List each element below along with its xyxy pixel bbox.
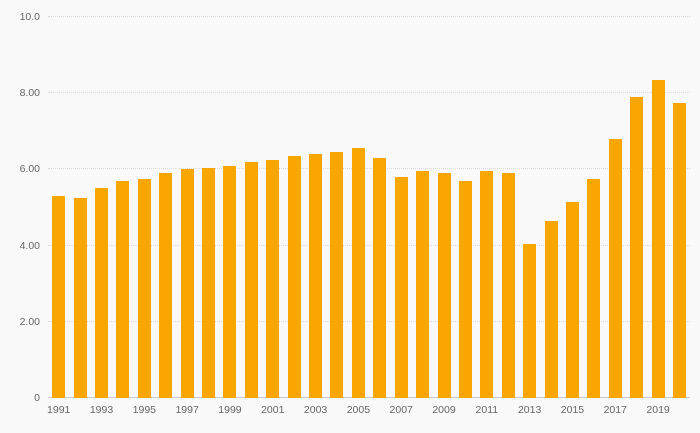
plot-area: 0 2.00 4.00 6.00 8.00 10.0 1991 1993 1995 1997 199…: [20, 12, 690, 415]
bar-1993[interactable]: [95, 188, 109, 398]
bar-2005[interactable]: [351, 148, 365, 398]
x-axis-tick-label: 2015: [560, 404, 585, 416]
x-axis-tick-label: 2007: [389, 404, 413, 416]
bar-slot-2008: [412, 17, 433, 398]
x-axis-tick-label: 1999: [218, 404, 242, 416]
x-axis-tick-label: 1993: [89, 404, 114, 416]
y-axis-tick-label: 10.0: [19, 10, 40, 23]
bar-slot-2005: 2005: [347, 17, 370, 415]
x-axis-tick-label: 1991: [47, 404, 71, 416]
bar-slot-2019: 2019: [646, 17, 670, 415]
bar-slot-1998: [198, 17, 219, 398]
bar-slot-2002: [283, 17, 304, 398]
bar-2004[interactable]: [330, 152, 344, 398]
x-axis-tick-label: 2009: [432, 404, 456, 416]
bar-slot-2014: [540, 17, 561, 398]
bar-1999[interactable]: [223, 165, 237, 398]
bar-slot-2015: 2015: [561, 17, 584, 415]
y-axis-tick-label: 4.00: [19, 239, 40, 252]
bar-1997[interactable]: [180, 169, 194, 398]
bar-slot-1992: [69, 17, 90, 398]
bar-slot-2000: [241, 17, 262, 398]
bar-slot-2010: [455, 17, 476, 398]
bar-2000[interactable]: [244, 161, 258, 398]
bar-2015[interactable]: [565, 201, 579, 398]
gridline-6.00: 6.00: [20, 164, 690, 174]
bar-slot-2017: 2017: [604, 17, 627, 415]
bar-1996[interactable]: [159, 173, 173, 398]
bar-slot-2003: 2003: [304, 17, 327, 415]
bar-2014[interactable]: [544, 220, 558, 398]
bar-1991[interactable]: [52, 196, 66, 398]
gridline-0: 0: [34, 393, 690, 403]
bar-2009[interactable]: [437, 173, 451, 398]
bar-slot-2009: 2009: [432, 17, 456, 415]
gridline-8.00: 8.00: [20, 88, 690, 98]
bar-slot-2020: [669, 17, 690, 398]
bar-1998[interactable]: [202, 167, 216, 398]
bar-slot-1996: [155, 17, 176, 398]
bar-2016[interactable]: [587, 178, 601, 398]
x-axis-tick-label: 2019: [646, 404, 670, 416]
bar-2012[interactable]: [501, 173, 515, 398]
bar-2019[interactable]: [651, 79, 665, 398]
bar-slot-2011: 2011: [476, 17, 498, 415]
bar-2013[interactable]: [523, 243, 537, 398]
bar-2017[interactable]: [608, 138, 622, 398]
gridline-2.00: 2.00: [20, 317, 690, 327]
bar-2010[interactable]: [458, 180, 472, 398]
bar-slot-1993: 1993: [90, 17, 113, 415]
bar-slot-2018: [626, 17, 647, 398]
x-axis-tick-label: 2005: [346, 404, 371, 416]
bar-slot-2007: 2007: [390, 17, 413, 415]
bar-2020[interactable]: [672, 102, 686, 398]
x-axis-tick-label: 1997: [175, 404, 199, 416]
bar-slot-2016: [583, 17, 604, 398]
bar-1992[interactable]: [73, 197, 87, 398]
bar-slot-1995: 1995: [133, 17, 156, 415]
bar-2018[interactable]: [630, 97, 644, 398]
bar-2006[interactable]: [373, 157, 387, 398]
bar-2007[interactable]: [394, 177, 408, 398]
bar-2011[interactable]: [480, 171, 494, 398]
x-axis-tick-label: 2013: [517, 404, 542, 416]
bar-slot-1994: [112, 17, 133, 398]
bar-slot-1999: 1999: [218, 17, 242, 415]
y-axis-tick-label: 6.00: [19, 163, 40, 176]
bars-container: 1991 1993 1995 1997 1999 2001 2003 2005 2007 2009…: [47, 17, 690, 415]
y-axis-tick-label: 0: [34, 391, 40, 404]
x-axis-tick-label: 2003: [303, 404, 328, 416]
x-axis-tick-label: 2017: [603, 404, 627, 416]
bar-slot-1997: 1997: [175, 17, 199, 415]
bar-2002[interactable]: [287, 156, 301, 398]
bar-slot-2006: [369, 17, 390, 398]
bar-2001[interactable]: [266, 159, 280, 398]
x-axis-tick-label: 2001: [261, 404, 285, 416]
bar-slot-2004: [326, 17, 347, 398]
x-axis-tick-label: 1995: [132, 404, 157, 416]
bar-2003[interactable]: [309, 154, 323, 398]
bar-1994[interactable]: [116, 180, 130, 398]
y-axis-tick-label: 8.00: [19, 86, 40, 99]
gridline-10.0: 10.0: [20, 12, 690, 22]
y-axis-tick-label: 2.00: [19, 315, 40, 328]
x-axis-tick-label: 2011: [475, 404, 499, 416]
bar-slot-2001: 2001: [261, 17, 284, 415]
bar-slot-2013: 2013: [518, 17, 541, 415]
bar-1995[interactable]: [137, 178, 151, 398]
gridline-4.00: 4.00: [20, 240, 690, 250]
bar-slot-2012: [498, 17, 519, 398]
bar-slot-1991: 1991: [47, 17, 70, 415]
bar-2008[interactable]: [416, 171, 430, 398]
